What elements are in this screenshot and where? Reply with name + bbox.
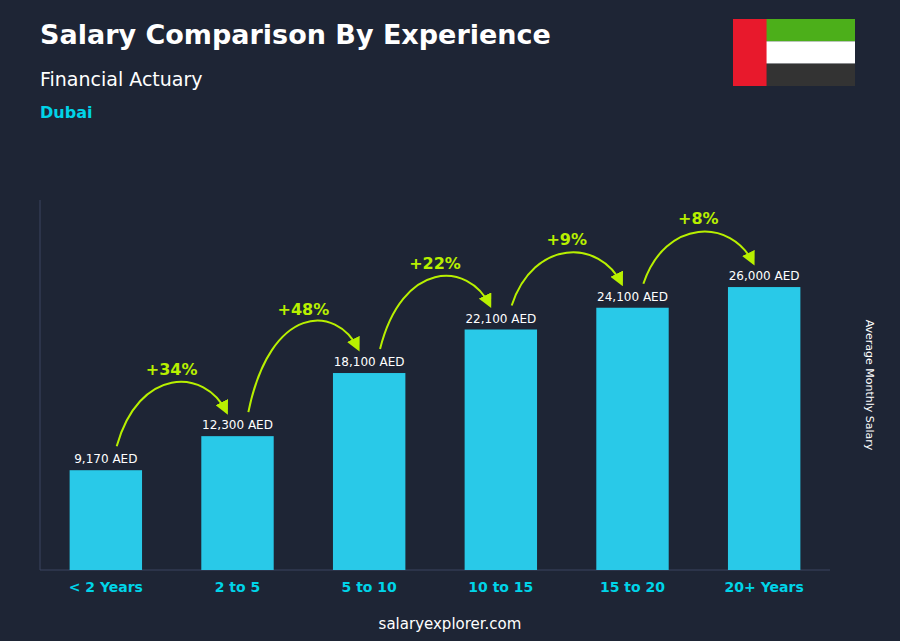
- bars: [70, 287, 801, 570]
- data-label: 24,100 AED: [597, 290, 668, 304]
- change-arrow: [117, 382, 227, 446]
- data-label: 26,000 AED: [729, 269, 800, 283]
- annotation: +9%: [546, 230, 587, 249]
- chart-root: Salary Comparison By Experience Financial…: [0, 0, 900, 641]
- change-arrow: [512, 252, 622, 305]
- annotation: +22%: [409, 254, 461, 273]
- subtitle: Dubai: [40, 103, 92, 122]
- annotation: +34%: [146, 360, 198, 379]
- footer: salaryexplorer.com: [379, 615, 522, 633]
- subtitle: Financial Actuary: [40, 68, 203, 90]
- y-axis-label: Average Monthly Salary: [863, 320, 876, 451]
- title: Salary Comparison By Experience: [40, 19, 551, 50]
- x-tick-label: 5 to 10: [342, 579, 398, 595]
- chart-svg: Salary Comparison By Experience Financial…: [0, 0, 900, 641]
- x-tick-label: 2 to 5: [215, 579, 261, 595]
- annotation: +8%: [678, 209, 719, 228]
- change-arrow: [380, 276, 490, 349]
- background: [0, 0, 900, 641]
- bar: [333, 373, 405, 570]
- bar: [728, 287, 800, 570]
- bar: [201, 436, 273, 570]
- annotation: +48%: [277, 300, 329, 319]
- x-tick-label: 15 to 20: [600, 579, 665, 595]
- data-label: 9,170 AED: [74, 452, 137, 466]
- change-arrow: [643, 232, 753, 284]
- change-arrow: [248, 321, 358, 412]
- x-tick-label: 10 to 15: [468, 579, 533, 595]
- x-tick-label: 20+ Years: [725, 579, 804, 595]
- data-label: 22,100 AED: [465, 312, 536, 326]
- bar: [70, 470, 142, 570]
- x-tick-label: < 2 Years: [69, 579, 143, 595]
- data-label: 12,300 AED: [202, 418, 273, 432]
- y-axis-line: [40, 200, 41, 570]
- flag-band: [733, 19, 767, 86]
- flag: [733, 19, 855, 86]
- x-axis-line: [40, 570, 830, 571]
- data-label: 18,100 AED: [334, 355, 405, 369]
- bar: [596, 308, 668, 570]
- bar: [465, 330, 537, 571]
